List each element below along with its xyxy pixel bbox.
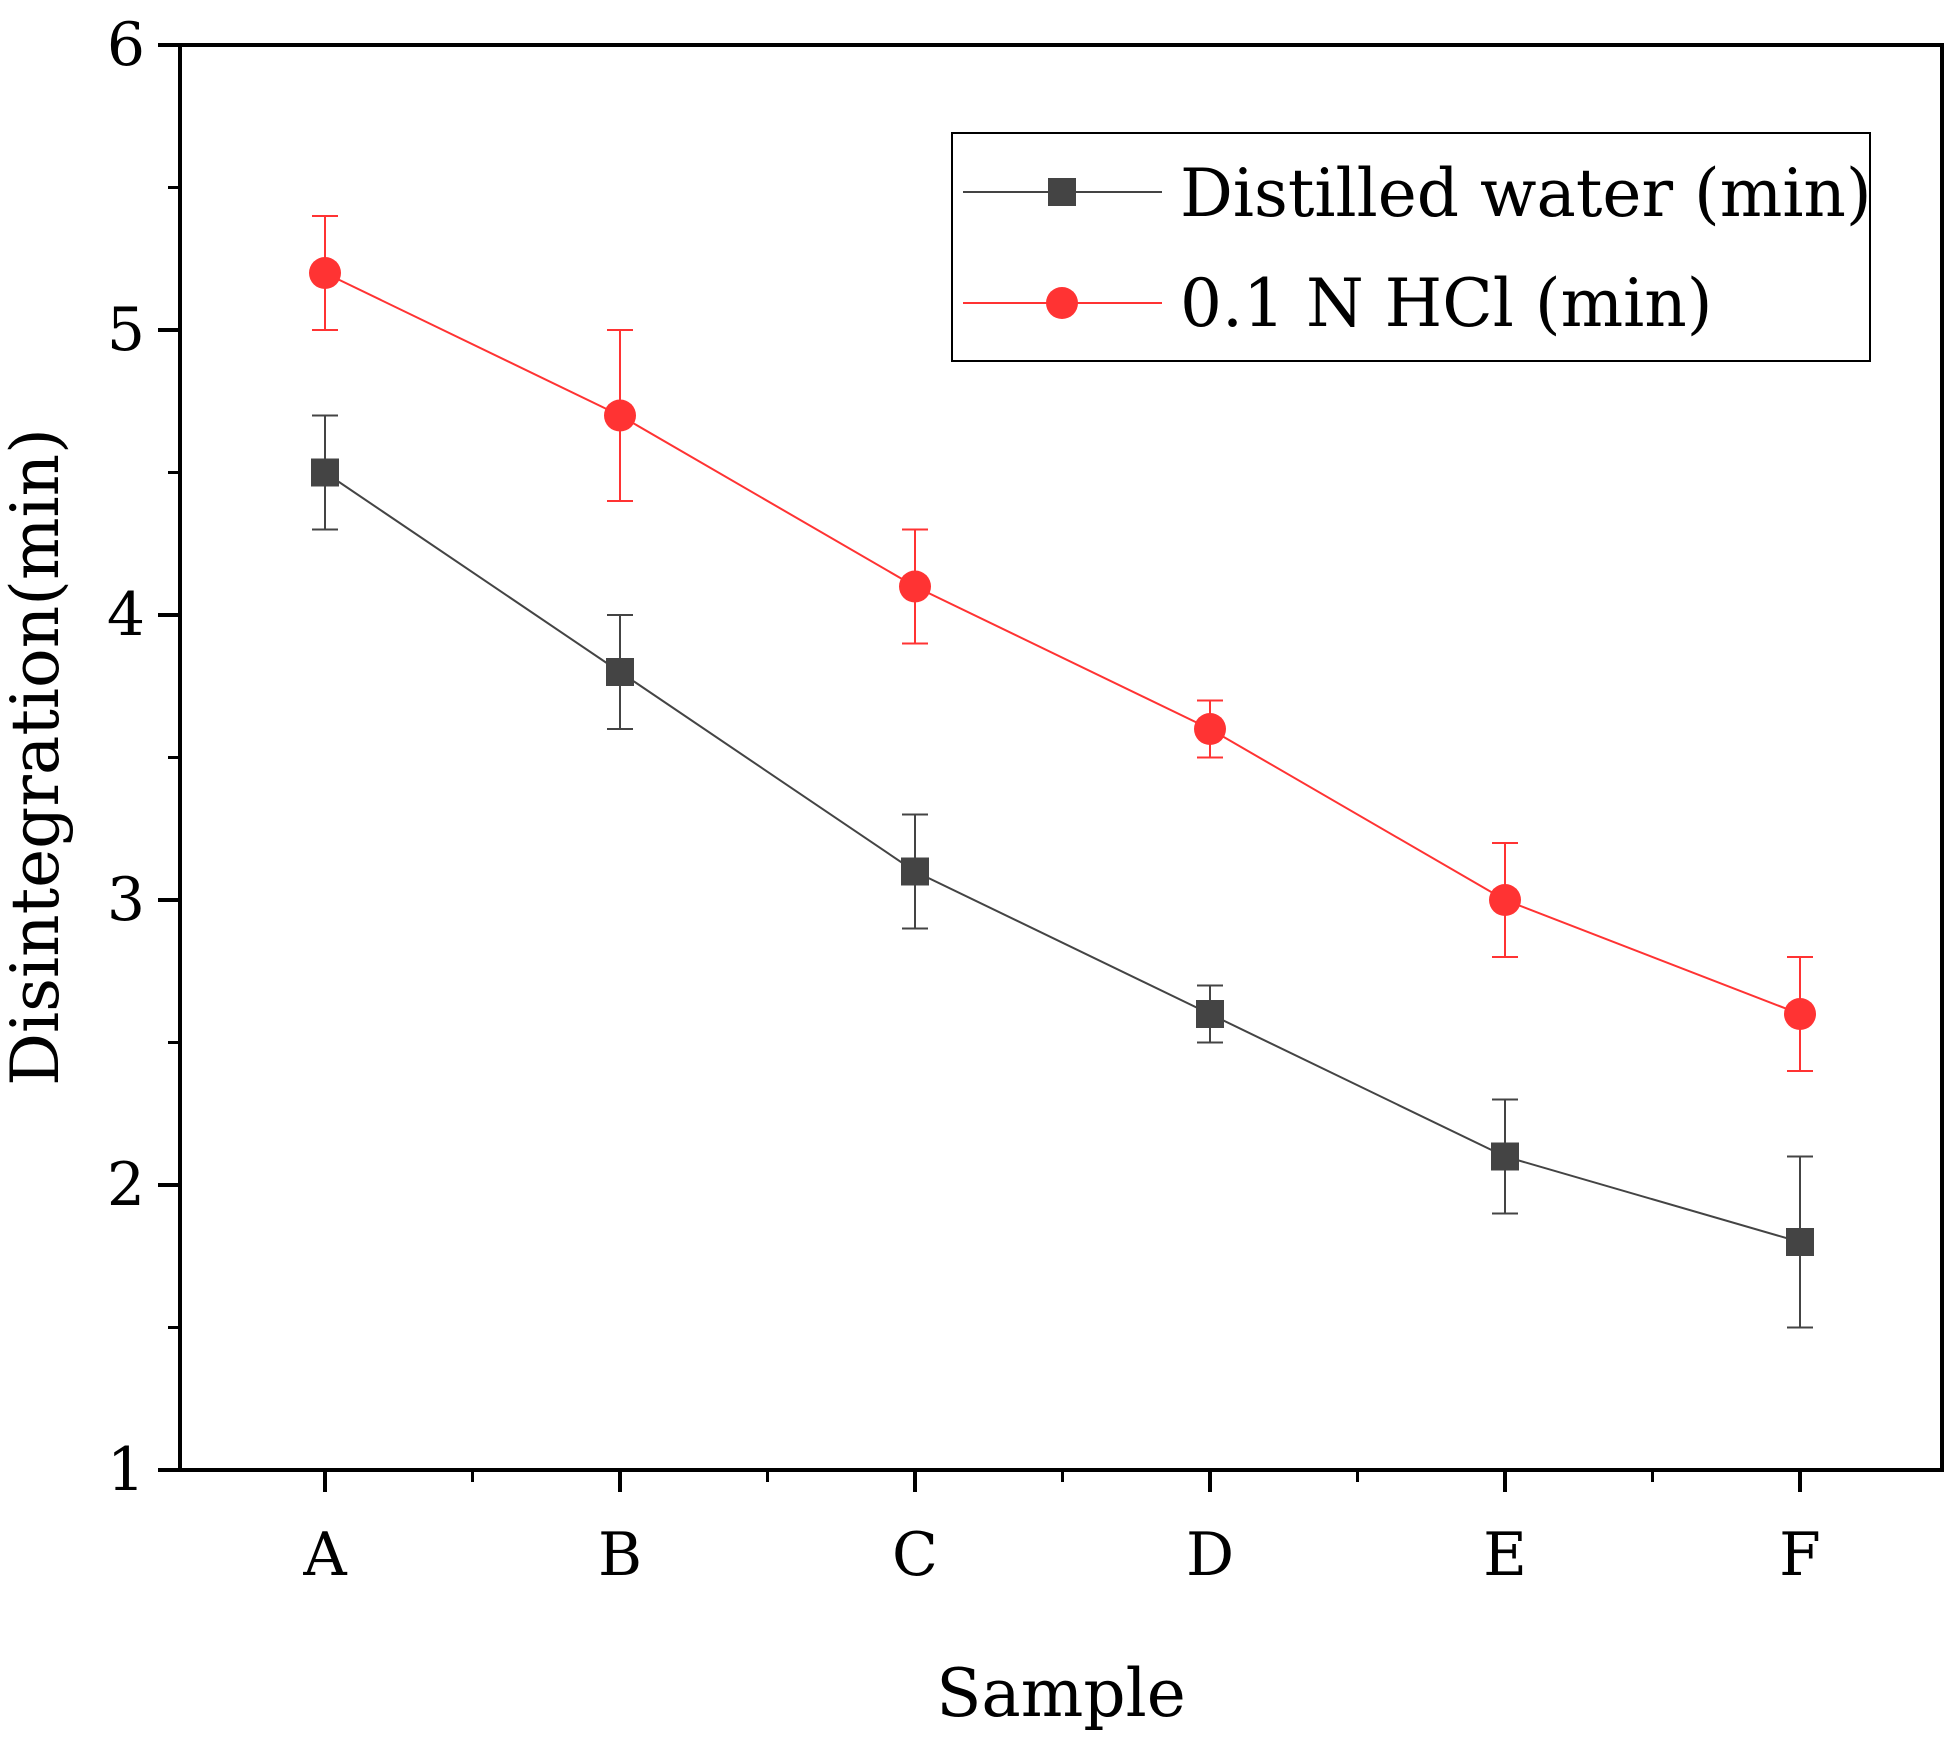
data-point-circle — [1784, 998, 1816, 1030]
y-tick-label: 2 — [107, 1150, 145, 1220]
y-tick-label: 6 — [107, 10, 145, 80]
data-point-circle — [1194, 713, 1226, 745]
data-point-square — [1786, 1228, 1814, 1256]
series-line — [324, 471, 1801, 1243]
data-point-square — [1491, 1142, 1519, 1171]
data-point-circle — [309, 257, 341, 289]
y-tick-label: 1 — [107, 1435, 145, 1505]
legend-marker-circle — [1046, 287, 1078, 319]
series-line — [324, 272, 1801, 1015]
series-layer — [309, 215, 1816, 1329]
legend-marker-square — [1048, 178, 1076, 206]
series-1 — [311, 414, 1814, 1329]
y-tick-label: 5 — [107, 295, 145, 365]
legend-label-series-2: 0.1 N HCl (min) — [1180, 265, 1713, 342]
data-point-square — [311, 458, 339, 487]
y-axis-title: Disintegration(min) — [0, 428, 74, 1086]
series-2 — [309, 215, 1816, 1072]
x-tick-label: B — [598, 1520, 642, 1590]
x-tick-label: A — [302, 1520, 347, 1590]
legend-label-series-1: Distilled water (min) — [1180, 155, 1872, 232]
legend: Distilled water (min) 0.1 N HCl (min) — [951, 132, 1872, 362]
x-tick-label: C — [892, 1520, 938, 1590]
legend-box — [951, 132, 1871, 362]
x-tick-label: F — [1779, 1520, 1821, 1590]
data-point-square — [1196, 1000, 1224, 1028]
data-point-square — [606, 658, 634, 686]
data-point-circle — [899, 570, 931, 603]
x-axis: A B C D E F — [302, 1470, 1821, 1590]
x-axis-title: Sample — [936, 1655, 1186, 1732]
data-point-square — [901, 857, 929, 886]
data-point-circle — [604, 399, 636, 432]
y-tick-label: 4 — [107, 580, 145, 650]
x-tick-label: E — [1483, 1520, 1527, 1590]
data-point-circle — [1489, 884, 1521, 916]
x-tick-label: D — [1186, 1520, 1234, 1590]
y-tick-label: 3 — [107, 865, 145, 935]
y-axis: 1 2 3 4 5 6 — [107, 10, 180, 1505]
